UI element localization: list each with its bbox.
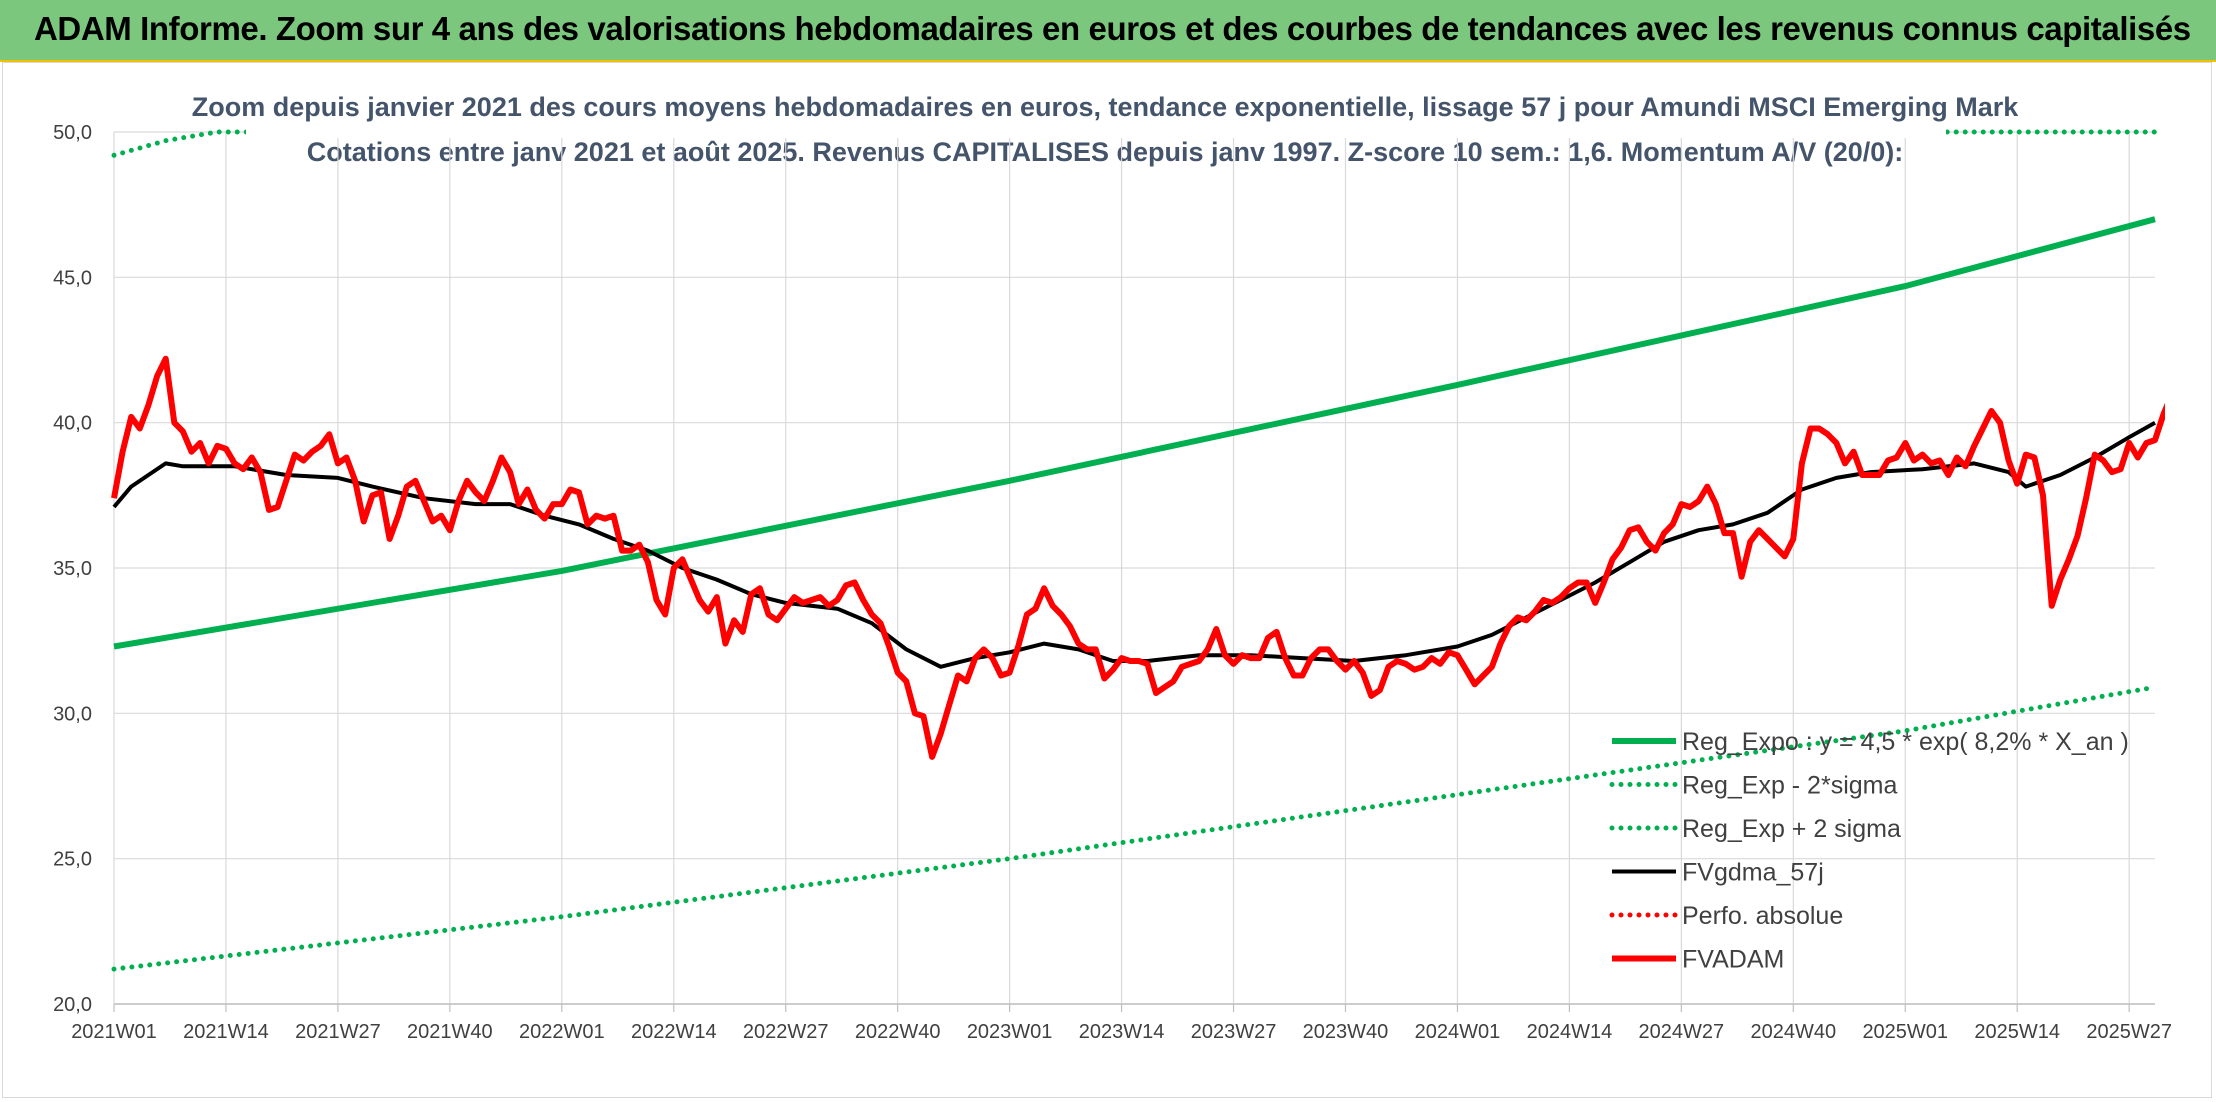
lower-sigma-line <box>111 684 2158 972</box>
x-tick-label: 2021W01 <box>71 1021 157 1043</box>
x-axis-labels: 2021W01 2021W14 2021W27 2021W40 2022W01 2022W… <box>71 1021 2172 1043</box>
chart-frame <box>2 62 2212 1098</box>
trend-line <box>113 216 2156 650</box>
x-tick-label: 2022W40 <box>855 1021 941 1043</box>
x-tick-label: 2023W01 <box>967 1021 1053 1043</box>
fvadam-line <box>111 355 2165 760</box>
legend-label-lower-sigma-line: Reg_Exp - 2*sigma <box>1682 772 1897 800</box>
x-tick-label: 2023W40 <box>1303 1021 1389 1043</box>
x-tick-label: 2024W27 <box>1639 1021 1725 1043</box>
x-tick-label: 2025W14 <box>1974 1021 2060 1043</box>
x-tick-label: 2022W27 <box>743 1021 829 1043</box>
chart-subtitle-line2: Cotations entre janv 2021 et août 2025. … <box>307 137 1904 167</box>
x-tick-label: 2022W01 <box>519 1021 605 1043</box>
legend-label-fvadam-line: FVADAM <box>1682 946 1784 974</box>
x-tick-label: 2022W14 <box>631 1021 717 1043</box>
x-tick-label: 2024W01 <box>1415 1021 1501 1043</box>
upper-sigma-line <box>111 129 2158 158</box>
legend-label-fvgdma-line: FVgdma_57j <box>1682 859 1824 887</box>
x-tick-label: 2023W27 <box>1191 1021 1277 1043</box>
x-tick-label: 2024W14 <box>1527 1021 1613 1043</box>
y-tick-label: 40,0 <box>53 413 92 435</box>
x-tick-label: 2025W27 <box>2086 1021 2172 1043</box>
x-tick-label: 2024W40 <box>1750 1021 1836 1043</box>
y-tick-label: 45,0 <box>53 267 92 289</box>
chart-grid <box>113 131 2155 1012</box>
legend-label-perfo-line: Perfo. absolue <box>1682 902 1843 930</box>
chart-series <box>111 124 2165 972</box>
x-tick-label: 2021W27 <box>295 1021 381 1043</box>
x-tick-label: 2023W14 <box>1079 1021 1165 1043</box>
y-tick-label: 35,0 <box>53 558 92 580</box>
y-tick-label: 25,0 <box>53 849 92 871</box>
chart-legend: Reg_Expo : y = 4,5 * exp( 8,2% * X_an ) R… <box>1609 728 2129 974</box>
y-axis-labels: 20,0 25,0 30,0 35,0 40,0 45,0 50,0 <box>53 122 92 1016</box>
x-tick-label: 2021W14 <box>183 1021 269 1043</box>
legend-label-upper-sigma-line: Reg_Exp + 2 sigma <box>1682 815 1901 843</box>
y-tick-label: 50,0 <box>53 122 92 144</box>
subtitle-backdrop <box>246 124 1946 138</box>
chart-subtitle-line1: Zoom depuis janvier 2021 des cours moyen… <box>192 92 2020 122</box>
y-tick-label: 20,0 <box>53 994 92 1016</box>
report-title: ADAM Informe. Zoom sur 4 ans des valoris… <box>34 10 2191 47</box>
y-tick-label: 30,0 <box>53 703 92 725</box>
x-tick-label: 2021W40 <box>407 1021 493 1043</box>
report-banner: ADAM Informe. Zoom sur 4 ans des valoris… <box>0 0 2216 62</box>
x-tick-label: 2025W01 <box>1862 1021 1948 1043</box>
legend-label-trend-line: Reg_Expo : y = 4,5 * exp( 8,2% * X_an ) <box>1682 728 2129 756</box>
